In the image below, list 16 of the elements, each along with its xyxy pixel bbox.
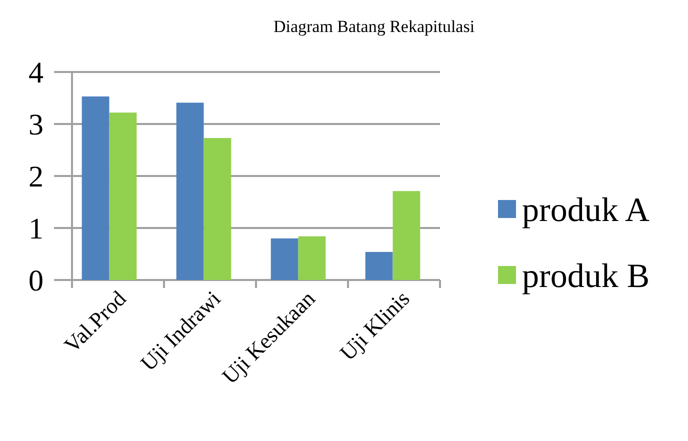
legend-label: produk B bbox=[522, 258, 650, 295]
bar bbox=[176, 102, 204, 280]
bar bbox=[298, 236, 326, 280]
y-tick-label: 1 bbox=[28, 212, 44, 246]
chart-title: Diagram Batang Rekapitulasi bbox=[273, 17, 475, 36]
y-tick-label: 3 bbox=[28, 108, 44, 142]
y-tick-label: 4 bbox=[28, 56, 44, 90]
bar bbox=[365, 252, 393, 280]
bar bbox=[204, 138, 232, 280]
legend-label: produk A bbox=[522, 192, 650, 229]
y-tick-label: 0 bbox=[28, 264, 44, 298]
bar bbox=[270, 238, 298, 280]
bar bbox=[82, 96, 110, 280]
bar bbox=[392, 191, 420, 280]
y-tick-label: 2 bbox=[28, 160, 44, 194]
bar bbox=[109, 112, 137, 280]
